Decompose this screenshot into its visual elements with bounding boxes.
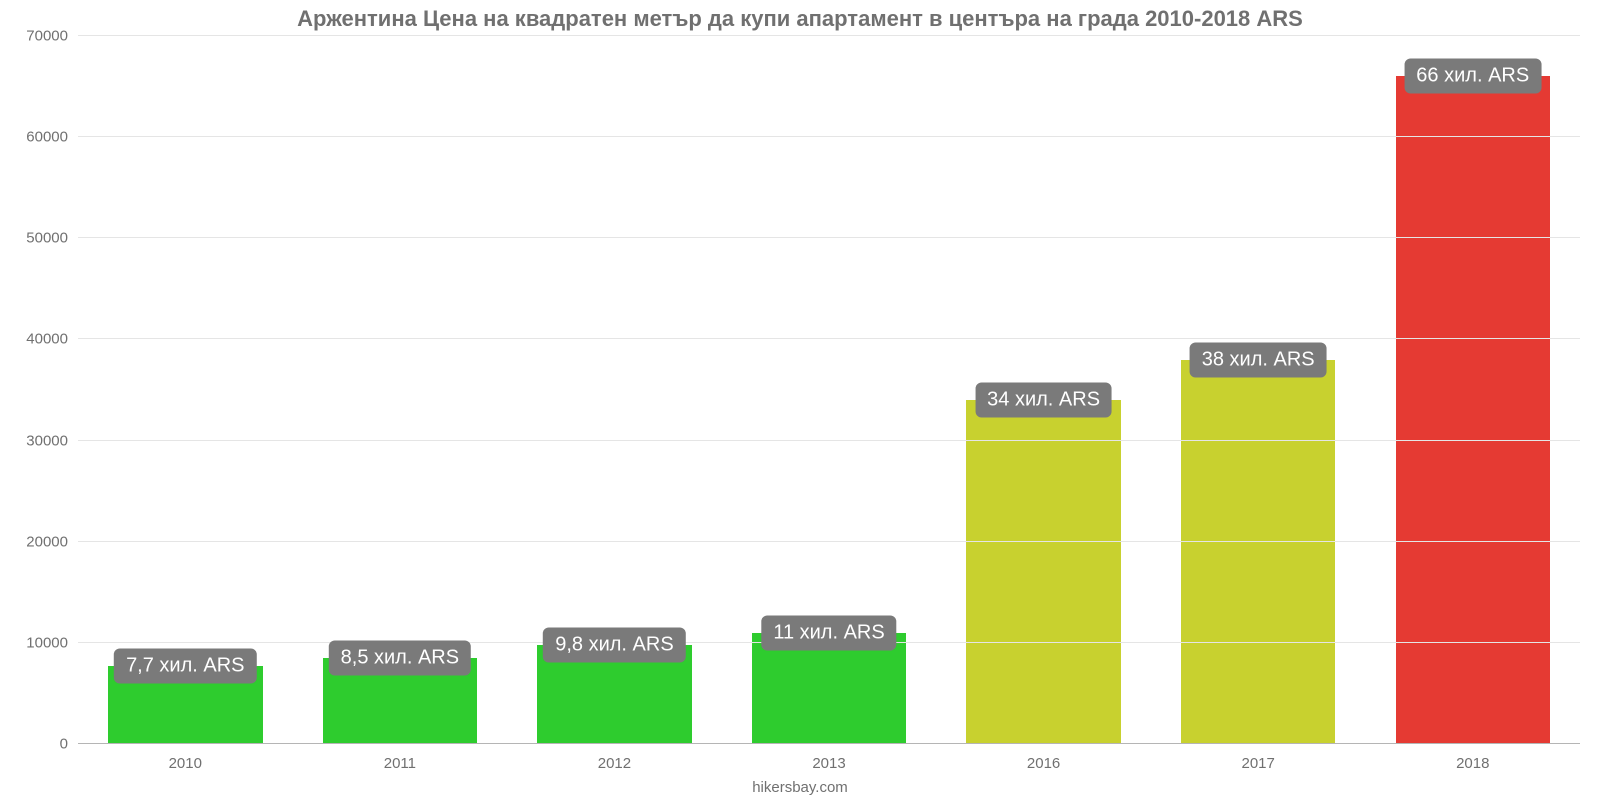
bar: 11 хил. ARS xyxy=(752,633,906,744)
plot-area: 7,7 хил. ARS 8,5 хил. ARS 9,8 хил. ARS 11 х… xyxy=(78,36,1580,744)
bar-value-label: 7,7 хил. ARS xyxy=(114,649,256,684)
gridline xyxy=(78,338,1580,339)
y-tick-label: 30000 xyxy=(26,432,78,449)
bar: 34 хил. ARS xyxy=(966,400,1120,744)
y-tick-label: 70000 xyxy=(26,28,78,45)
bar-slot: 11 хил. ARS xyxy=(722,36,937,744)
y-tick-label: 0 xyxy=(60,736,78,753)
chart-title: Аржентина Цена на квадратен метър да куп… xyxy=(0,0,1600,32)
bar: 7,7 хил. ARS xyxy=(108,666,262,744)
y-tick-label: 10000 xyxy=(26,634,78,651)
y-tick-label: 50000 xyxy=(26,230,78,247)
bar-value-label: 66 хил. ARS xyxy=(1404,59,1541,94)
bar-slot: 7,7 хил. ARS xyxy=(78,36,293,744)
bar: 9,8 хил. ARS xyxy=(537,645,691,744)
x-tick-label: 2013 xyxy=(722,755,937,772)
y-tick-label: 20000 xyxy=(26,533,78,550)
bar-value-label: 8,5 хил. ARS xyxy=(329,641,471,676)
gridline xyxy=(78,35,1580,36)
gridline xyxy=(78,440,1580,441)
bar-value-label: 34 хил. ARS xyxy=(975,383,1112,418)
bar-value-label: 9,8 хил. ARS xyxy=(543,627,685,662)
x-tick-label: 2010 xyxy=(78,755,293,772)
x-tick-label: 2017 xyxy=(1151,755,1366,772)
bar-slot: 8,5 хил. ARS xyxy=(293,36,508,744)
gridline xyxy=(78,136,1580,137)
bar-slot: 38 хил. ARS xyxy=(1151,36,1366,744)
gridline xyxy=(78,237,1580,238)
y-tick-label: 40000 xyxy=(26,331,78,348)
bar-slot: 9,8 хил. ARS xyxy=(507,36,722,744)
gridline xyxy=(78,541,1580,542)
x-axis: 2010201120122013201620172018 xyxy=(78,755,1580,772)
chart-footer: hikersbay.com xyxy=(0,779,1600,796)
x-tick-label: 2012 xyxy=(507,755,722,772)
bar-value-label: 11 хил. ARS xyxy=(761,615,896,650)
bar: 66 хил. ARS xyxy=(1396,76,1550,744)
bar-value-label: 38 хил. ARS xyxy=(1190,342,1327,377)
x-tick-label: 2018 xyxy=(1365,755,1580,772)
bars-container: 7,7 хил. ARS 8,5 хил. ARS 9,8 хил. ARS 11 х… xyxy=(78,36,1580,744)
x-tick-label: 2011 xyxy=(293,755,508,772)
x-tick-label: 2016 xyxy=(936,755,1151,772)
x-axis-line xyxy=(78,743,1580,744)
bar-slot: 66 хил. ARS xyxy=(1365,36,1580,744)
bar-slot: 34 хил. ARS xyxy=(936,36,1151,744)
y-tick-label: 60000 xyxy=(26,129,78,146)
price-chart: Аржентина Цена на квадратен метър да куп… xyxy=(0,0,1600,800)
bar: 8,5 хил. ARS xyxy=(323,658,477,744)
bar: 38 хил. ARS xyxy=(1181,360,1335,744)
